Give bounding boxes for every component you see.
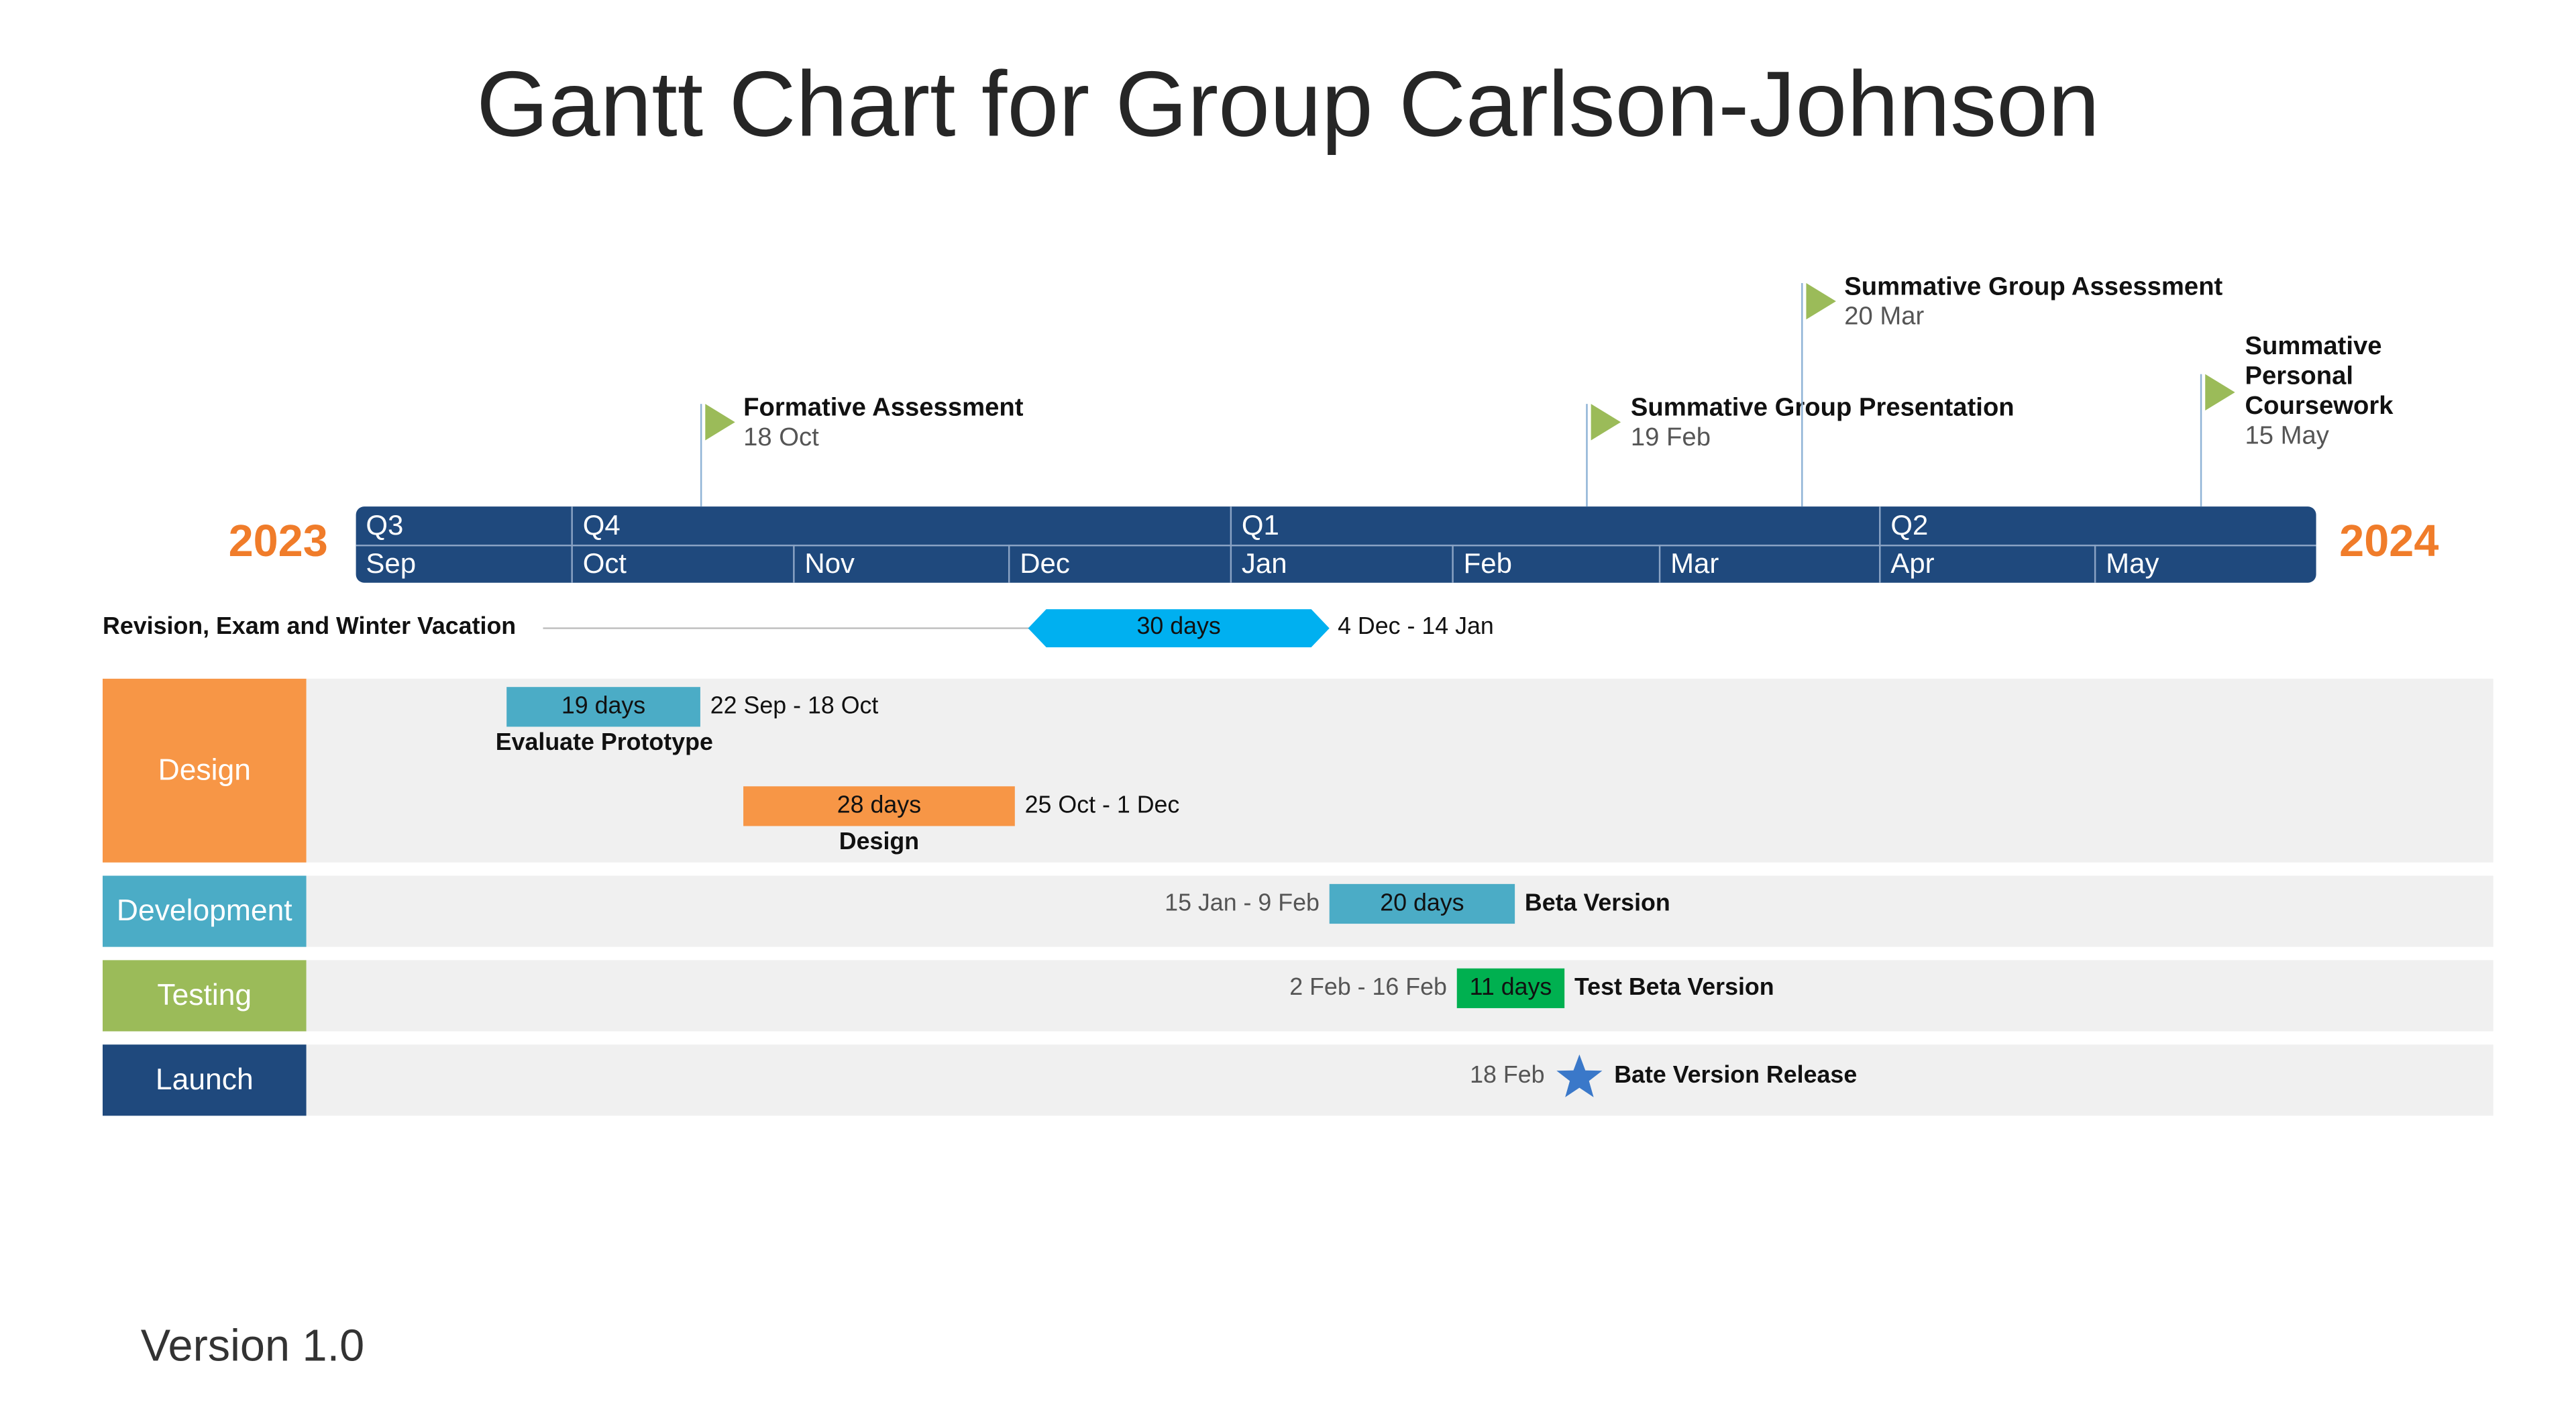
release-name: Bate Version Release [1614, 1063, 1858, 1089]
flag-icon [1806, 283, 1836, 320]
vacation-label: Revision, Exam and Winter Vacation [103, 614, 517, 641]
month-sep: Sep [366, 547, 417, 580]
milestone-name: Summative Group Assessment [1844, 273, 2223, 302]
task-name-test-beta: Test Beta Version [1574, 975, 1774, 1002]
task-name-design: Design [839, 829, 920, 856]
month-feb: Feb [1452, 544, 1658, 583]
task-range-beta-version: 15 Jan - 9 Feb [1165, 890, 1320, 918]
category-design: Design [103, 678, 307, 863]
quarter-q1: Q1 [1230, 506, 1879, 545]
task-name-beta-version: Beta Version [1524, 890, 1670, 918]
quarter-row: Q3 Q4 Q1 Q2 [356, 506, 2316, 547]
month-apr: Apr [1879, 544, 2094, 583]
milestone-group-assessment: Summative Group Assessment 20 Mar [1844, 273, 2222, 333]
quarter-q2: Q2 [1879, 506, 2316, 545]
task-bar-design: 28 days [743, 786, 1015, 826]
timeline-scale: Q3 Q4 Q1 Q2 Sep Oct Nov Dec Jan Feb Mar … [356, 506, 2316, 583]
vacation-duration: 30 days [1136, 614, 1221, 641]
star-icon [1556, 1054, 1603, 1097]
task-name-evaluate-prototype: Evaluate Prototype [495, 730, 713, 757]
milestone-group-presentation: Summative Group Presentation 19 Feb [1631, 394, 2015, 453]
milestone-line [700, 404, 702, 507]
quarter-q3: Q3 [366, 510, 404, 542]
month-dec: Dec [1008, 544, 1230, 583]
vacation-range: 4 Dec - 14 Jan [1338, 614, 1494, 641]
flag-icon [1591, 404, 1621, 441]
month-row: Sep Oct Nov Dec Jan Feb Mar Apr May [356, 544, 2316, 583]
milestone-date: 18 Oct [743, 423, 819, 452]
task-range-design: 25 Oct - 1 Dec [1024, 793, 1180, 820]
version-label: Version 1.0 [140, 1321, 365, 1371]
quarter-q4: Q4 [571, 506, 1230, 545]
milestone-name: Summative Group Presentation [1630, 394, 2015, 423]
milestone-date: 19 Feb [1630, 423, 1711, 452]
task-bar-evaluate-prototype: 19 days [506, 687, 700, 727]
milestone-line [2200, 374, 2202, 507]
month-mar: Mar [1658, 544, 1879, 583]
task-range-evaluate-prototype: 22 Sep - 18 Oct [710, 694, 879, 720]
month-may: May [2094, 544, 2316, 583]
month-nov: Nov [793, 544, 1008, 583]
testing-row-background [306, 960, 2493, 1032]
start-year-label: 2023 [228, 516, 328, 567]
milestone-formative: Formative Assessment 18 Oct [743, 394, 1023, 453]
vacation-connector-line [543, 627, 1033, 629]
chart-title: Gantt Chart for Group Carlson-Johnson [476, 51, 2100, 156]
category-launch: Launch [103, 1044, 307, 1116]
month-oct: Oct [571, 544, 793, 583]
milestone-line [1801, 283, 1803, 507]
task-bar-test-beta: 11 days [1456, 968, 1565, 1008]
flag-icon [2205, 374, 2235, 411]
month-jan: Jan [1230, 544, 1452, 583]
milestone-date: 15 May [2245, 422, 2329, 451]
milestone-personal-coursework: Summative Personal Coursework 15 May [2245, 333, 2443, 452]
category-testing: Testing [103, 960, 307, 1032]
launch-row-background [306, 1044, 2493, 1116]
end-year-label: 2024 [2339, 516, 2439, 567]
milestone-name: Summative Personal Coursework [2245, 333, 2394, 421]
task-bar-beta-version: 20 days [1329, 883, 1515, 924]
milestone-line [1586, 404, 1588, 507]
category-development: Development [103, 875, 307, 947]
milestone-date: 20 Mar [1844, 303, 1925, 331]
task-range-test-beta: 2 Feb - 16 Feb [1289, 975, 1447, 1002]
vacation-bar [1028, 609, 1330, 647]
flag-icon [705, 404, 735, 441]
release-date: 18 Feb [1470, 1063, 1545, 1089]
milestone-name: Formative Assessment [743, 394, 1024, 423]
